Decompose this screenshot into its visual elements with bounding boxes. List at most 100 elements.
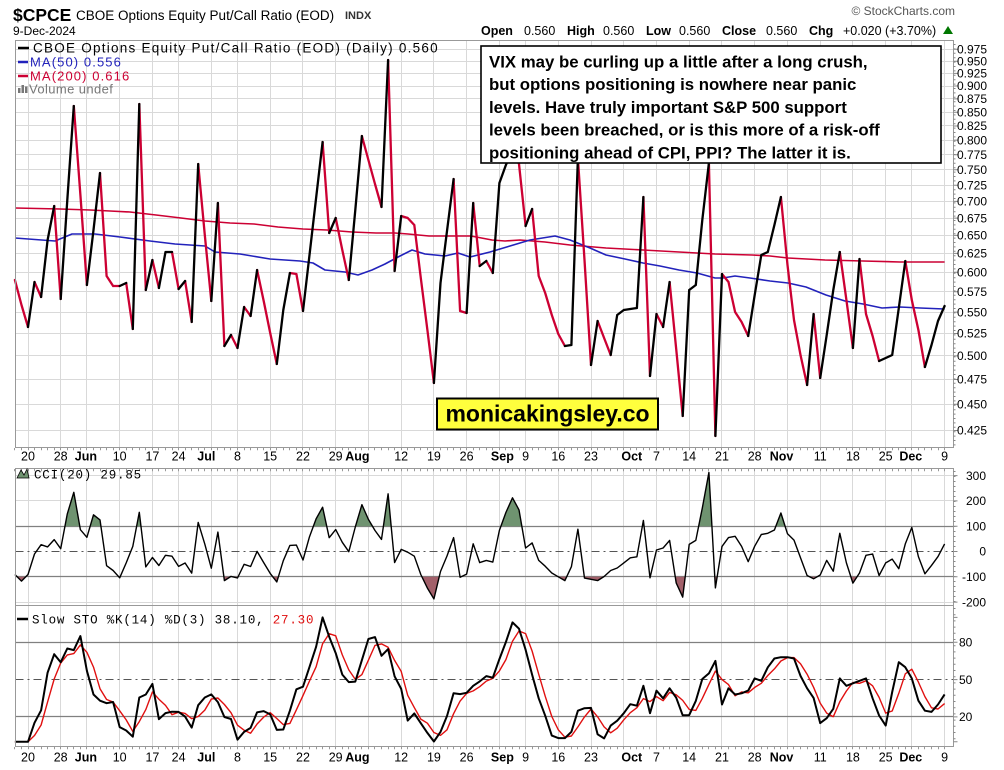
- svg-text:levels. Have truly important S: levels. Have truly important S&P 500 sup…: [489, 98, 847, 117]
- svg-text:but options positioning is now: but options positioning is nowhere near …: [489, 75, 856, 94]
- svg-text:20: 20: [21, 751, 35, 765]
- svg-text:29: 29: [329, 751, 343, 765]
- svg-text:18: 18: [846, 751, 860, 765]
- svg-text:17: 17: [145, 450, 159, 464]
- svg-text:14: 14: [682, 450, 696, 464]
- svg-text:Aug: Aug: [345, 751, 369, 765]
- svg-text:Jun: Jun: [75, 751, 97, 765]
- svg-text:23: 23: [584, 450, 598, 464]
- svg-text:80: 80: [959, 636, 973, 650]
- svg-text:19: 19: [427, 751, 441, 765]
- svg-text:29: 29: [329, 450, 343, 464]
- svg-text:17: 17: [145, 751, 159, 765]
- svg-text:0.925: 0.925: [957, 67, 987, 81]
- svg-text:Oct: Oct: [621, 450, 643, 464]
- svg-text:0.700: 0.700: [957, 195, 987, 209]
- svg-text:22: 22: [296, 450, 310, 464]
- svg-text:18: 18: [846, 450, 860, 464]
- svg-text:22: 22: [296, 751, 310, 765]
- svg-text:21: 21: [715, 450, 729, 464]
- svg-text:0.550: 0.550: [957, 305, 987, 319]
- svg-text:16: 16: [551, 450, 565, 464]
- svg-text:25: 25: [879, 751, 893, 765]
- svg-text:Oct: Oct: [621, 751, 643, 765]
- svg-text:0.500: 0.500: [957, 349, 987, 363]
- svg-text:100: 100: [966, 519, 986, 533]
- svg-text:Nov: Nov: [770, 450, 794, 464]
- svg-text:MA(200) 0.616: MA(200) 0.616: [30, 69, 130, 84]
- svg-text:CCI(20) 29.85: CCI(20) 29.85: [34, 469, 142, 483]
- svg-text:0.560: 0.560: [603, 24, 634, 38]
- svg-text:9-Dec-2024: 9-Dec-2024: [13, 24, 76, 38]
- svg-text:Volume undef: Volume undef: [29, 82, 113, 97]
- svg-text:10: 10: [113, 751, 127, 765]
- svg-text:0.775: 0.775: [957, 148, 987, 162]
- svg-text:0.560: 0.560: [766, 24, 797, 38]
- svg-text:11: 11: [814, 751, 827, 765]
- svg-text:0.725: 0.725: [957, 179, 987, 193]
- svg-text:20: 20: [21, 450, 35, 464]
- svg-text:0.600: 0.600: [957, 265, 987, 279]
- svg-text:28: 28: [54, 450, 68, 464]
- svg-text:0.560: 0.560: [524, 24, 555, 38]
- svg-text:Dec: Dec: [899, 450, 922, 464]
- svg-text:7: 7: [653, 450, 660, 464]
- svg-text:-200: -200: [962, 595, 986, 609]
- svg-text:VIX may be curling up a little: VIX may be curling up a little after a l…: [489, 53, 868, 72]
- svg-text:9: 9: [522, 751, 529, 765]
- svg-text:+0.020 (+3.70%): +0.020 (+3.70%): [843, 24, 936, 38]
- svg-text:Dec: Dec: [899, 751, 922, 765]
- svg-text:0.750: 0.750: [957, 163, 987, 177]
- svg-text:15: 15: [263, 450, 277, 464]
- svg-text:50: 50: [959, 673, 973, 687]
- svg-text:Sep: Sep: [491, 450, 514, 464]
- svg-text:0.475: 0.475: [957, 373, 987, 387]
- svg-text:0.450: 0.450: [957, 398, 987, 412]
- svg-text:Nov: Nov: [770, 751, 794, 765]
- svg-text:0.975: 0.975: [957, 43, 987, 57]
- svg-text:21: 21: [715, 751, 729, 765]
- svg-text:0.560: 0.560: [679, 24, 710, 38]
- svg-text:0.800: 0.800: [957, 133, 987, 147]
- svg-text:300: 300: [966, 469, 986, 483]
- svg-text:Aug: Aug: [345, 450, 369, 464]
- svg-text:7: 7: [653, 751, 660, 765]
- svg-text:8: 8: [234, 450, 241, 464]
- svg-text:Low: Low: [646, 24, 671, 38]
- svg-text:10: 10: [113, 450, 127, 464]
- svg-text:High: High: [567, 24, 595, 38]
- svg-text:0: 0: [979, 545, 986, 559]
- svg-text:Open: Open: [481, 24, 513, 38]
- svg-text:23: 23: [584, 751, 598, 765]
- svg-text:MA(50) 0.556: MA(50) 0.556: [30, 55, 122, 70]
- svg-text:0.675: 0.675: [957, 211, 987, 225]
- svg-text:9: 9: [941, 450, 948, 464]
- svg-text:$CPCE: $CPCE: [13, 5, 71, 25]
- svg-text:Sep: Sep: [491, 751, 514, 765]
- svg-text:levels been breached, or is th: levels been breached, or is this more of…: [489, 121, 880, 140]
- svg-text:12: 12: [394, 751, 408, 765]
- svg-text:Close: Close: [722, 24, 756, 38]
- svg-text:24: 24: [172, 751, 186, 765]
- svg-text:Chg: Chg: [809, 24, 833, 38]
- svg-text:0.850: 0.850: [957, 106, 987, 120]
- svg-text:monicakingsley.co: monicakingsley.co: [445, 401, 649, 427]
- svg-text:0.875: 0.875: [957, 92, 987, 106]
- svg-text:CBOE Options Equity Put/Call R: CBOE Options Equity Put/Call Ratio (EOD)…: [33, 41, 439, 56]
- svg-text:© StockCharts.com: © StockCharts.com: [851, 4, 955, 18]
- svg-text:20: 20: [959, 710, 973, 724]
- svg-text:Jul: Jul: [197, 751, 215, 765]
- svg-text:14: 14: [682, 751, 696, 765]
- svg-text:0.900: 0.900: [957, 79, 987, 93]
- svg-text:15: 15: [263, 751, 277, 765]
- svg-text:INDX: INDX: [345, 10, 372, 22]
- svg-text:11: 11: [814, 450, 827, 464]
- svg-text:24: 24: [172, 450, 186, 464]
- svg-text:0.825: 0.825: [957, 119, 987, 133]
- svg-text:0.525: 0.525: [957, 327, 987, 341]
- svg-text:28: 28: [748, 751, 762, 765]
- svg-text:19: 19: [427, 450, 441, 464]
- svg-text:26: 26: [460, 751, 474, 765]
- svg-text:28: 28: [54, 751, 68, 765]
- svg-text:9: 9: [941, 751, 948, 765]
